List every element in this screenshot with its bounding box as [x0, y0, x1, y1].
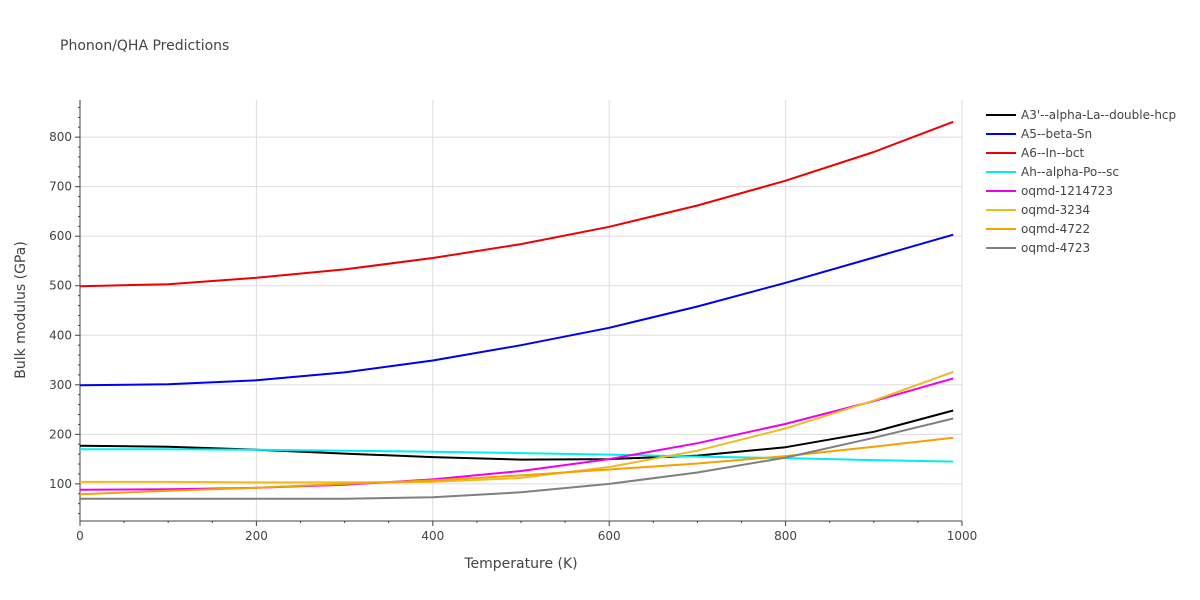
series-line-6 [80, 370, 954, 484]
series-line-7 [79, 436, 954, 496]
legend-label: A3'--alpha-La--double-hcp [1021, 108, 1176, 122]
legend-item-8[interactable]: oqmd-4723 [986, 241, 1090, 255]
series-line-8 [80, 417, 954, 500]
y-tick-label: 700 [49, 180, 72, 194]
x-tick-label: 1000 [947, 529, 978, 543]
legend-label: A5--beta-Sn [1021, 127, 1092, 141]
legend-item-5[interactable]: oqmd-1214723 [986, 184, 1113, 198]
y-tick-label: 600 [49, 229, 72, 243]
legend-label: oqmd-4723 [1021, 241, 1090, 255]
y-tick-label: 800 [49, 130, 72, 144]
x-tick-label: 600 [598, 529, 621, 543]
legend-item-7[interactable]: oqmd-4722 [986, 222, 1090, 236]
x-tick-label: 0 [76, 529, 84, 543]
legend-item-3[interactable]: A6--In--bct [986, 146, 1085, 160]
legend-label: oqmd-4722 [1021, 222, 1090, 236]
x-axis-title: Temperature (K) [463, 556, 577, 572]
legend-label: A6--In--bct [1021, 146, 1085, 160]
legend-label: oqmd-1214723 [1021, 184, 1113, 198]
legend-label: Ah--alpha-Po--sc [1021, 165, 1119, 179]
legend-label: oqmd-3234 [1021, 203, 1090, 217]
legend-item-1[interactable]: A3'--alpha-La--double-hcp [986, 108, 1176, 122]
series-line-2 [79, 233, 954, 387]
legend-item-4[interactable]: Ah--alpha-Po--sc [986, 165, 1119, 179]
legend-item-6[interactable]: oqmd-3234 [986, 203, 1090, 217]
series-lines [79, 120, 954, 500]
series-line-4 [80, 448, 954, 463]
grid [80, 100, 963, 521]
y-tick-label: 300 [49, 378, 72, 392]
chart-title: Phonon/QHA Predictions [60, 38, 229, 54]
y-tick-label: 100 [49, 477, 72, 491]
y-axis-title: Bulk modulus (GPa) [13, 241, 29, 379]
legend[interactable]: A3'--alpha-La--double-hcp A5--beta-Sn A6--… [986, 108, 1176, 255]
axes: 0 200 400 600 800 1000 100 200 300 400 500 600 700 80… [49, 100, 977, 543]
y-tick-label: 400 [49, 328, 72, 342]
x-tick-label: 200 [245, 529, 268, 543]
series-line-3 [79, 120, 954, 288]
y-tick-label: 500 [49, 279, 72, 293]
legend-item-2[interactable]: A5--beta-Sn [986, 127, 1092, 141]
y-tick-label: 200 [49, 427, 72, 441]
x-tick-label: 400 [421, 529, 444, 543]
x-tick-label: 800 [774, 529, 797, 543]
